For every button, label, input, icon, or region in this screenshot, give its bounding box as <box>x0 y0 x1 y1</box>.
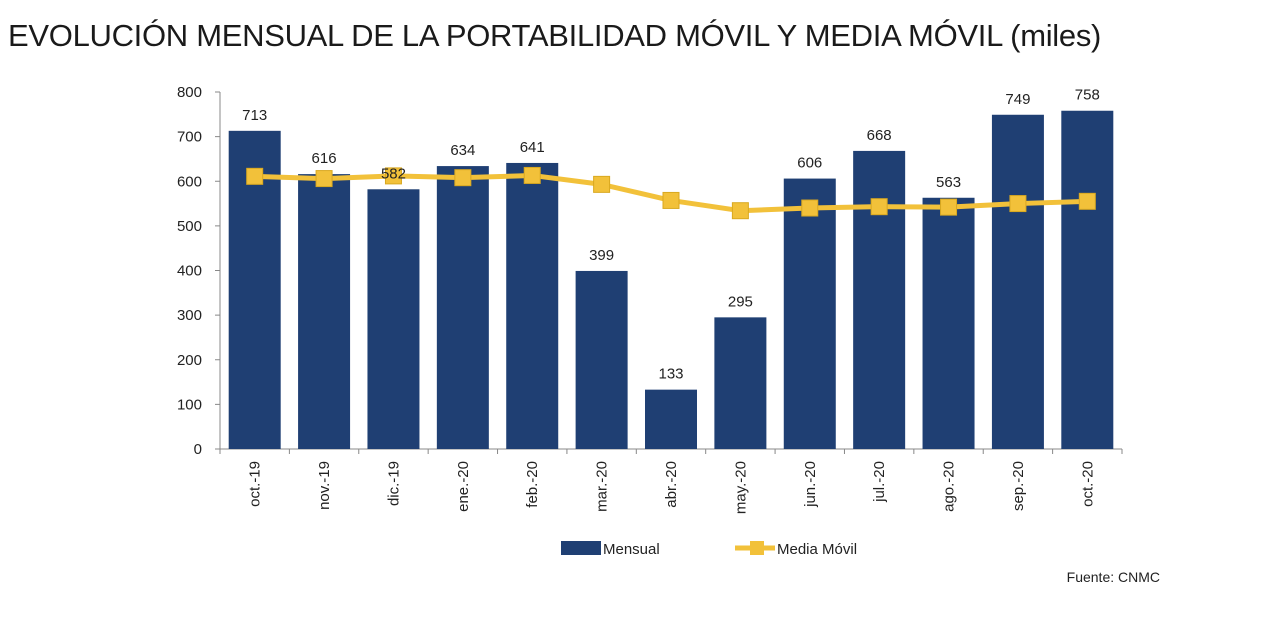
media-movil-marker <box>731 202 749 220</box>
x-tick-label: oct.-20 <box>1079 461 1096 507</box>
x-tick-label: nov.-19 <box>316 461 333 510</box>
y-tick-label: 300 <box>177 307 202 324</box>
bar-mensual <box>436 166 489 449</box>
x-tick-label: abr.-20 <box>663 461 680 508</box>
x-tick-label: mar.-20 <box>594 461 611 512</box>
bar-mensual <box>367 189 420 449</box>
data-label: 133 <box>658 366 683 383</box>
data-label: 399 <box>589 247 614 264</box>
media-movil-marker <box>384 167 402 185</box>
x-tick-label: jul.-20 <box>871 461 888 503</box>
data-label: 634 <box>450 142 475 159</box>
media-movil-marker <box>593 175 611 193</box>
data-label: 641 <box>520 139 545 156</box>
bar-mensual <box>783 178 836 449</box>
y-tick-label: 200 <box>177 352 202 369</box>
media-movil-marker <box>246 167 264 185</box>
legend-label-mensual: Mensual <box>603 541 660 558</box>
x-tick-label: feb.-20 <box>524 461 541 508</box>
y-tick-label: 400 <box>177 263 202 280</box>
data-label: 758 <box>1075 87 1100 104</box>
legend-label-media-movil: Media Móvil <box>777 541 857 558</box>
data-labels: 713 616 582 634 641 399 133 295 606 668 563 749 758 <box>242 87 1100 383</box>
media-movil-marker <box>940 198 958 216</box>
x-tick-label: sep.-20 <box>1010 461 1027 511</box>
bar-mensual <box>506 162 559 450</box>
bars <box>228 110 1114 450</box>
media-movil-marker <box>454 169 472 187</box>
bar-mensual <box>991 114 1044 449</box>
source-note: Fuente: CNMC <box>1067 569 1160 585</box>
legend: Mensual Media Móvil <box>561 541 857 558</box>
x-tick-label: jun.-20 <box>802 461 819 508</box>
bar-mensual <box>1061 110 1114 450</box>
legend-swatch-mensual <box>561 541 601 555</box>
y-tick-label: 800 <box>177 84 202 101</box>
media-movil-marker <box>523 166 541 184</box>
media-movil-line <box>246 166 1096 220</box>
media-movil-marker <box>870 198 888 216</box>
bar-mensual <box>645 389 697 449</box>
data-label: 563 <box>936 174 961 191</box>
legend-swatch-media-movil-marker <box>750 541 764 555</box>
y-tick-label: 600 <box>177 173 202 190</box>
data-label: 749 <box>1005 91 1030 108</box>
data-label: 582 <box>381 165 406 182</box>
data-label: 668 <box>867 127 892 144</box>
y-tick-label: 500 <box>177 218 202 235</box>
media-movil-marker <box>1009 195 1027 213</box>
chart-title: EVOLUCIÓN MENSUAL DE LA PORTABILIDAD MÓV… <box>8 18 1102 53</box>
media-movil-marker <box>1078 192 1096 210</box>
bar-mensual <box>298 174 351 450</box>
x-tick-label: ene.-20 <box>455 461 472 512</box>
bar-mensual <box>714 317 767 449</box>
media-movil-marker <box>801 199 819 217</box>
data-label: 295 <box>728 293 753 310</box>
x-tick-label: may.-20 <box>732 461 749 514</box>
x-tick-label: oct.-19 <box>247 461 264 507</box>
data-label: 606 <box>797 155 822 172</box>
bar-mensual <box>853 150 906 449</box>
media-movil-marker <box>315 170 333 188</box>
media-movil-marker <box>662 191 680 209</box>
y-tick-label: 700 <box>177 129 202 146</box>
y-tick-label: 0 <box>194 441 202 458</box>
x-tick-label: ago.-20 <box>941 461 958 512</box>
y-tick-label: 100 <box>177 396 202 413</box>
bar-mensual <box>922 197 975 449</box>
data-label: 616 <box>312 150 337 167</box>
x-tick-label: dic.-19 <box>385 461 402 506</box>
bar-mensual <box>575 270 628 449</box>
data-label: 713 <box>242 107 267 124</box>
